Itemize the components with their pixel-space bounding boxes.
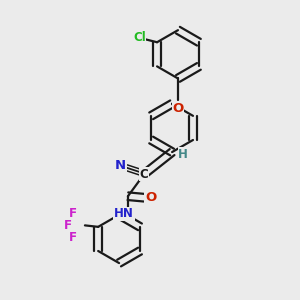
Text: Cl: Cl	[133, 31, 146, 44]
Text: O: O	[145, 191, 156, 204]
Text: F: F	[69, 231, 76, 244]
Text: H: H	[178, 148, 188, 161]
Text: F: F	[64, 220, 72, 232]
Text: F: F	[69, 206, 76, 220]
Text: HN: HN	[114, 207, 134, 220]
Text: O: O	[172, 102, 184, 115]
Text: C: C	[140, 168, 148, 181]
Text: N: N	[115, 159, 126, 172]
